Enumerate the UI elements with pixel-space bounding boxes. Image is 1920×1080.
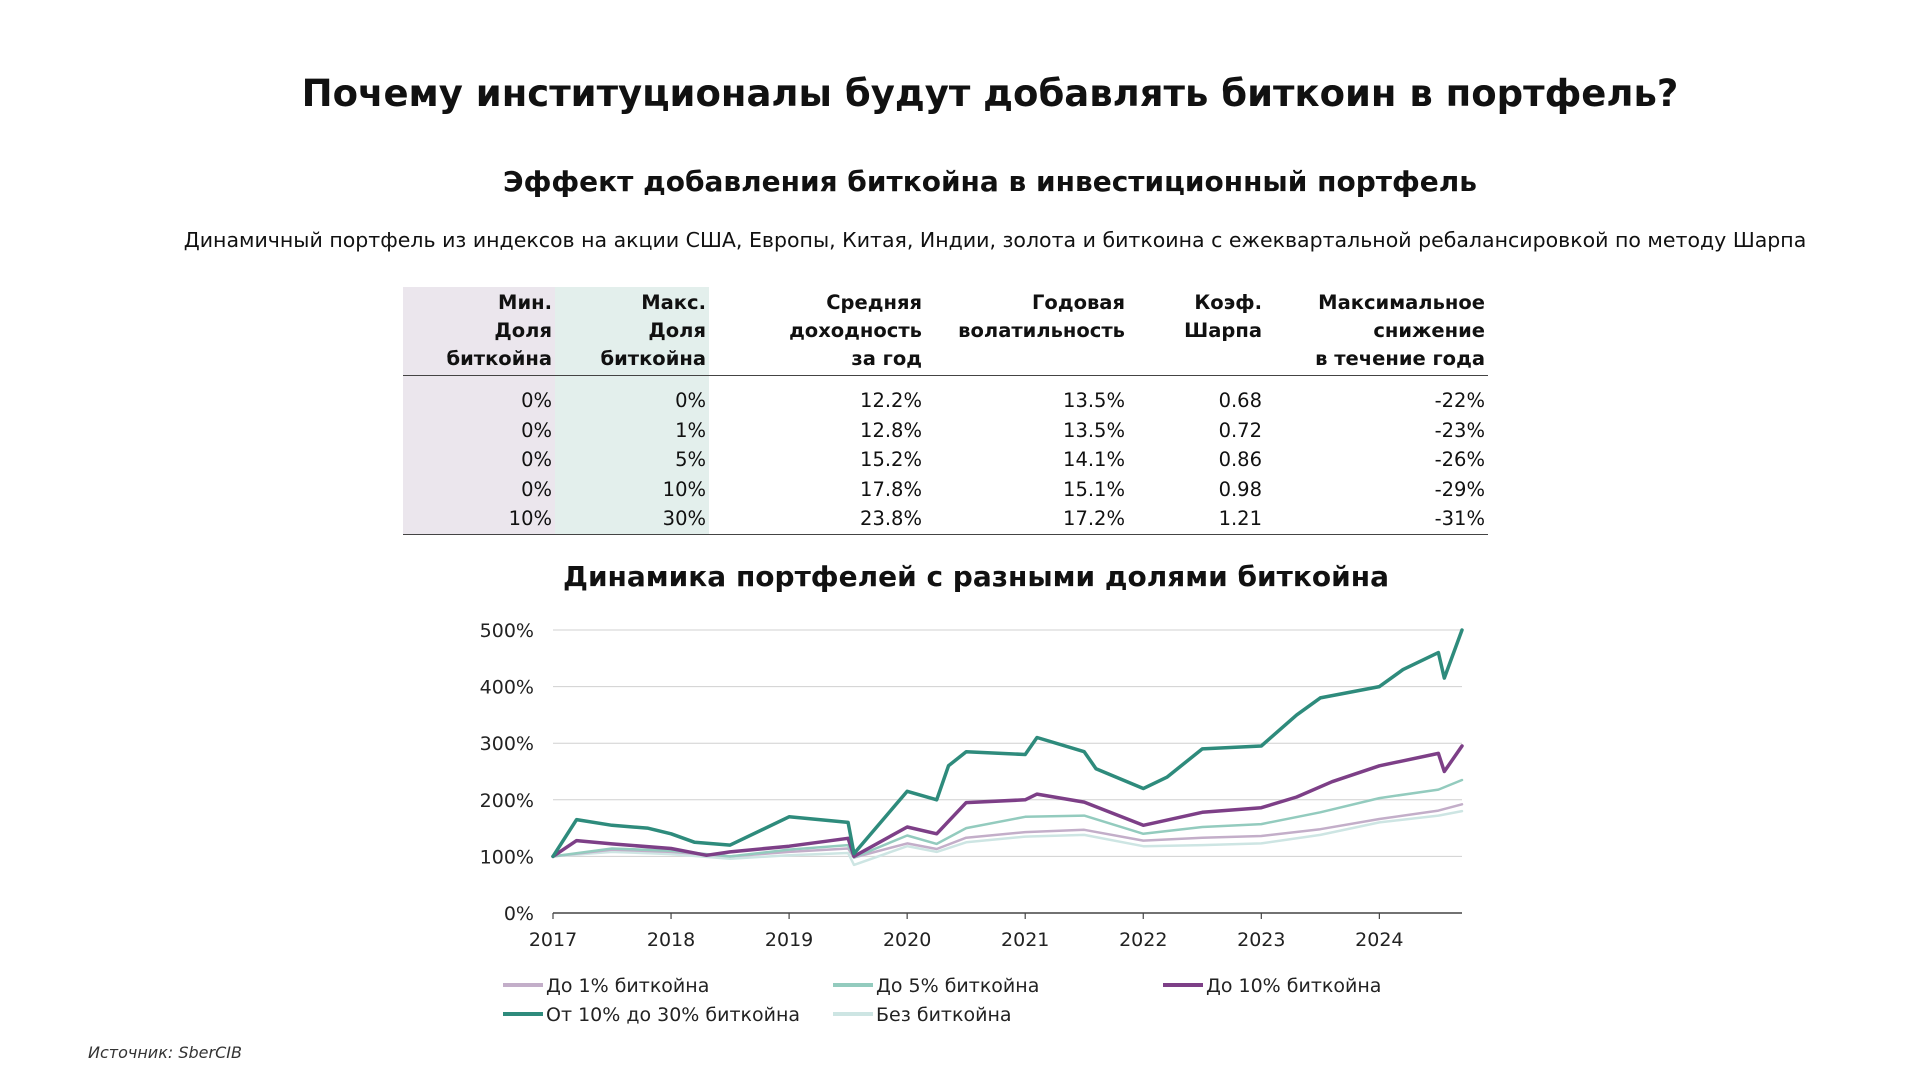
legend-label: Без биткойна [876, 1004, 1012, 1026]
cell-max: 30% [555, 504, 709, 535]
cell-return: 17.8% [860, 477, 922, 501]
table-row: 0% 10% 17.8% 15.1% 0.98 -29% [403, 474, 1488, 504]
portfolio-description: Динамичный портфель из индексов на акции… [183, 228, 1807, 252]
header-annual-return: Средняя доходность за год [709, 287, 925, 376]
y-tick-label: 100% [480, 846, 534, 868]
table-row: 10% 30% 23.8% 17.2% 1.21 -31% [403, 504, 1488, 535]
header-min-share: Мин. Доля биткойна [403, 287, 555, 376]
cell-min: 0% [403, 474, 555, 504]
cell-sharpe: 0.98 [1218, 477, 1262, 501]
page-title: Почему институционалы будут добавлять би… [301, 72, 1679, 115]
portfolio-table-container: Мин. Доля биткойна Макс. Доля биткойна С… [403, 287, 1488, 535]
table-row: 0% 1% 12.8% 13.5% 0.72 -23% [403, 415, 1488, 445]
chart-title: Динамика портфелей с разными долями битк… [563, 560, 1389, 593]
cell-drawdown: -23% [1434, 418, 1485, 442]
table-row: 0% 0% 12.2% 13.5% 0.68 -22% [403, 375, 1488, 416]
cell-drawdown: -31% [1265, 504, 1488, 535]
legend-label: От 10% до 30% биткойна [546, 1004, 800, 1026]
table-header: Мин. Доля биткойна Макс. Доля биткойна С… [403, 287, 1488, 376]
table-row: 0% 5% 15.2% 14.1% 0.86 -26% [403, 445, 1488, 475]
cell-sharpe: 0.72 [1218, 418, 1262, 442]
cell-max: 5% [555, 445, 709, 475]
cell-max: 10% [555, 474, 709, 504]
cell-return: 12.2% [860, 389, 922, 412]
x-tick-label: 2023 [1237, 929, 1285, 951]
table-title: Эффект добавления биткойна в инвестицион… [503, 165, 1477, 198]
cell-volatility: 13.5% [1063, 418, 1125, 442]
cell-sharpe: 1.21 [1128, 504, 1265, 535]
x-tick-label: 2019 [765, 929, 813, 951]
cell-drawdown: -22% [1434, 389, 1485, 412]
cell-return: 23.8% [709, 504, 925, 535]
cell-min: 10% [403, 504, 555, 535]
cell-min: 0% [403, 375, 555, 416]
source-note: Источник: SberCIB [88, 1043, 242, 1062]
cell-return: 15.2% [860, 448, 922, 471]
legend-label: До 1% биткойна [546, 975, 709, 997]
x-tick-label: 2020 [883, 929, 931, 951]
header-max-share: Макс. Доля биткойна [555, 287, 709, 376]
y-tick-label: 400% [480, 677, 534, 699]
x-tick-label: 2024 [1355, 929, 1403, 951]
legend-label: До 5% биткойна [876, 975, 1039, 997]
legend-label: До 10% биткойна [1206, 975, 1381, 997]
cell-sharpe: 0.86 [1218, 448, 1262, 471]
cell-sharpe: 0.68 [1218, 389, 1262, 412]
cell-volatility: 15.1% [1063, 477, 1125, 501]
series-line [551, 809, 1464, 867]
cell-volatility: 17.2% [925, 504, 1128, 535]
header-max-drawdown: Максимальное снижение в течение года [1265, 287, 1488, 376]
header-sharpe: Коэф. Шарпа [1128, 287, 1265, 376]
x-tick-label: 2021 [1001, 929, 1049, 951]
header-volatility: Годовая волатильность [925, 287, 1128, 376]
x-tick-label: 2018 [647, 929, 695, 951]
cell-min: 0% [403, 445, 555, 475]
cell-max: 1% [555, 415, 709, 445]
y-tick-label: 0% [504, 903, 534, 925]
y-tick-label: 300% [480, 733, 534, 755]
series-line [551, 628, 1464, 859]
table-body: 0% 0% 12.2% 13.5% 0.68 -22% 0% 1% 12.8% … [403, 375, 1488, 535]
cell-return: 12.8% [860, 418, 922, 442]
series-line [551, 778, 1464, 859]
cell-volatility: 14.1% [1063, 448, 1125, 471]
x-tick-label: 2017 [529, 929, 577, 951]
x-tick-label: 2022 [1119, 929, 1167, 951]
cell-volatility: 13.5% [1063, 389, 1125, 412]
y-tick-label: 200% [480, 790, 534, 812]
portfolio-table: Мин. Доля биткойна Макс. Доля биткойна С… [403, 287, 1488, 535]
cell-drawdown: -26% [1434, 448, 1485, 471]
y-tick-label: 500% [480, 620, 534, 642]
cell-min: 0% [403, 415, 555, 445]
series-line [551, 744, 1464, 859]
cell-max: 0% [555, 375, 709, 416]
cell-drawdown: -29% [1434, 477, 1485, 501]
